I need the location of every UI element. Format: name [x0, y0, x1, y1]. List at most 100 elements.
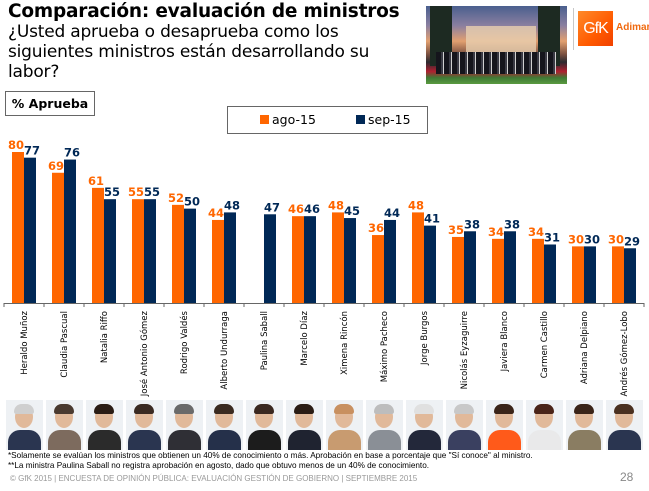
data-label-sep: 77	[24, 144, 40, 158]
bar-sep	[104, 199, 116, 303]
bar-sep	[224, 212, 236, 303]
data-label-ago: 69	[48, 159, 64, 173]
bar-sep	[24, 157, 36, 303]
minister-photo	[86, 400, 123, 450]
data-label-ago: 30	[608, 232, 624, 246]
legend-label-sep: sep-15	[368, 112, 411, 127]
category-label: Paulina Saball	[260, 311, 270, 370]
bar-ago	[212, 219, 224, 303]
bar-sep	[424, 225, 436, 303]
photo-part	[374, 404, 394, 414]
data-label-sep: 46	[304, 202, 320, 216]
photo-part	[568, 430, 601, 450]
minister-photo	[406, 400, 443, 450]
data-label-ago: 52	[168, 191, 184, 205]
data-label-sep: 45	[344, 204, 360, 218]
footnote-2: **La ministra Paulina Saball no registra…	[8, 461, 430, 470]
legend-item-ago: ago-15	[260, 107, 316, 133]
photo-part	[134, 404, 154, 414]
photo-part	[454, 404, 474, 414]
bar-ago	[572, 246, 584, 303]
photo-part	[8, 430, 41, 450]
bar-ago	[332, 212, 344, 303]
minister-photo	[366, 400, 403, 450]
photo-part	[254, 404, 274, 414]
bar-ago	[92, 187, 104, 303]
photo-part	[248, 430, 281, 450]
category-label: Ximena Rincón	[339, 311, 350, 375]
photo-part	[208, 430, 241, 450]
page-number: 28	[620, 470, 634, 484]
data-label-sep: 55	[104, 185, 120, 199]
photo-part	[414, 404, 434, 414]
bar-sep	[384, 219, 396, 303]
data-label-ago: 30	[568, 232, 584, 246]
category-label: Marcelo Díaz	[300, 310, 310, 365]
category-label: Nicolás Eyzaguirre	[460, 311, 470, 389]
photo-part	[408, 430, 441, 450]
category-label: Rodrigo Valdés	[179, 310, 190, 374]
legend-swatch-ago	[260, 115, 269, 124]
minister-photo	[486, 400, 523, 450]
bar-sep	[304, 216, 316, 303]
minister-photo	[566, 400, 603, 450]
data-label-sep: 50	[184, 195, 200, 209]
bar-ago	[492, 238, 504, 303]
minister-photo	[246, 400, 283, 450]
bar-sep	[464, 231, 476, 303]
logo-divider	[573, 8, 574, 50]
photo-part	[14, 404, 34, 414]
photo-part	[488, 430, 521, 450]
data-label-sep: 31	[544, 230, 560, 244]
data-label-ago: 36	[368, 221, 384, 235]
footer-text: © GfK 2015 | ENCUESTA DE OPINIÓN PÚBLICA…	[10, 474, 418, 483]
data-label-ago: 55	[128, 185, 144, 199]
photo-part	[608, 430, 641, 450]
photo-part	[528, 430, 561, 450]
photo-part	[88, 430, 121, 450]
data-label-sep: 41	[424, 212, 440, 226]
minister-photo	[606, 400, 643, 450]
data-label-sep: 47	[264, 200, 280, 214]
data-label-sep: 38	[464, 217, 480, 231]
survey-question: ¿Usted aprueba o desaprueba como los sig…	[8, 22, 370, 82]
data-label-ago: 35	[448, 223, 464, 237]
bar-sep	[584, 246, 596, 303]
data-label-ago: 61	[88, 174, 104, 188]
category-label: Javiera Blanco	[500, 311, 510, 372]
bar-sep	[624, 248, 636, 303]
bar-ago	[412, 212, 424, 303]
data-label-ago: 46	[288, 202, 304, 216]
minister-photo	[166, 400, 203, 450]
category-label: Adriana Delpiano	[580, 311, 590, 384]
data-label-ago: 48	[408, 198, 424, 212]
metric-label-box: % Aprueba	[5, 91, 95, 116]
photo-part	[54, 404, 74, 414]
bar-ago	[52, 172, 64, 303]
photo-part	[368, 430, 401, 450]
bar-sep	[264, 214, 276, 303]
adimar-logo-text: Adimar	[616, 22, 649, 33]
photo-part	[448, 430, 481, 450]
slide-title: Comparación: evaluación de ministros	[8, 1, 400, 22]
photo-part	[328, 430, 361, 450]
bar-ago	[452, 236, 464, 303]
bar-sep	[184, 208, 196, 303]
bar-ago	[372, 235, 384, 303]
category-label: Heraldo Muñoz	[20, 310, 30, 374]
category-label: Máximo Pacheco	[380, 311, 390, 382]
bar-sep	[144, 199, 156, 303]
bar-sep	[344, 218, 356, 303]
category-label: Carmen Castillo	[540, 311, 550, 378]
data-label-sep: 44	[384, 206, 400, 220]
photo-part	[294, 404, 314, 414]
category-label: José Antonio Gómez	[139, 310, 150, 397]
data-label-sep: 48	[224, 198, 240, 212]
bar-ago	[172, 204, 184, 303]
bar-ago	[132, 199, 144, 303]
legend-swatch-sep	[356, 115, 365, 124]
data-label-sep: 76	[64, 146, 80, 160]
category-label: Andrés Gómez-Lobo	[619, 311, 630, 396]
data-label-ago: 80	[8, 138, 24, 152]
